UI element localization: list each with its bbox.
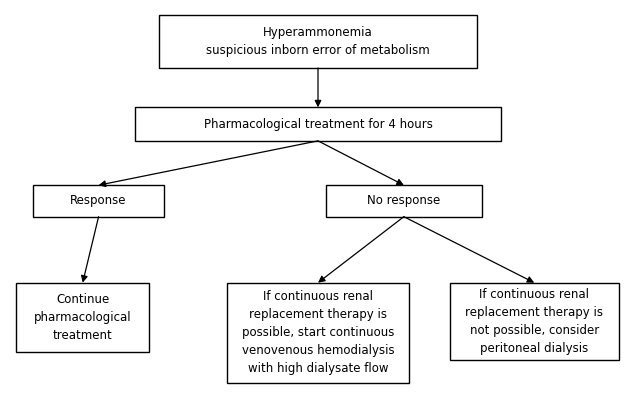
Text: Pharmacological treatment for 4 hours: Pharmacological treatment for 4 hours <box>204 118 432 130</box>
Bar <box>159 15 477 68</box>
Text: If continuous renal
replacement therapy is
possible, start continuous
venovenous: If continuous renal replacement therapy … <box>242 290 394 375</box>
Bar <box>450 283 618 359</box>
Bar <box>326 185 482 217</box>
Bar <box>228 283 409 383</box>
Bar <box>16 283 149 351</box>
Text: Continue
pharmacological
treatment: Continue pharmacological treatment <box>34 293 132 342</box>
Text: Hyperammonemia
suspicious inborn error of metabolism: Hyperammonemia suspicious inborn error o… <box>206 26 430 57</box>
Bar <box>34 185 164 217</box>
Text: No response: No response <box>367 195 441 207</box>
Text: Response: Response <box>71 195 127 207</box>
Bar <box>135 107 501 141</box>
Text: If continuous renal
replacement therapy is
not possible, consider
peritoneal dia: If continuous renal replacement therapy … <box>466 288 603 355</box>
